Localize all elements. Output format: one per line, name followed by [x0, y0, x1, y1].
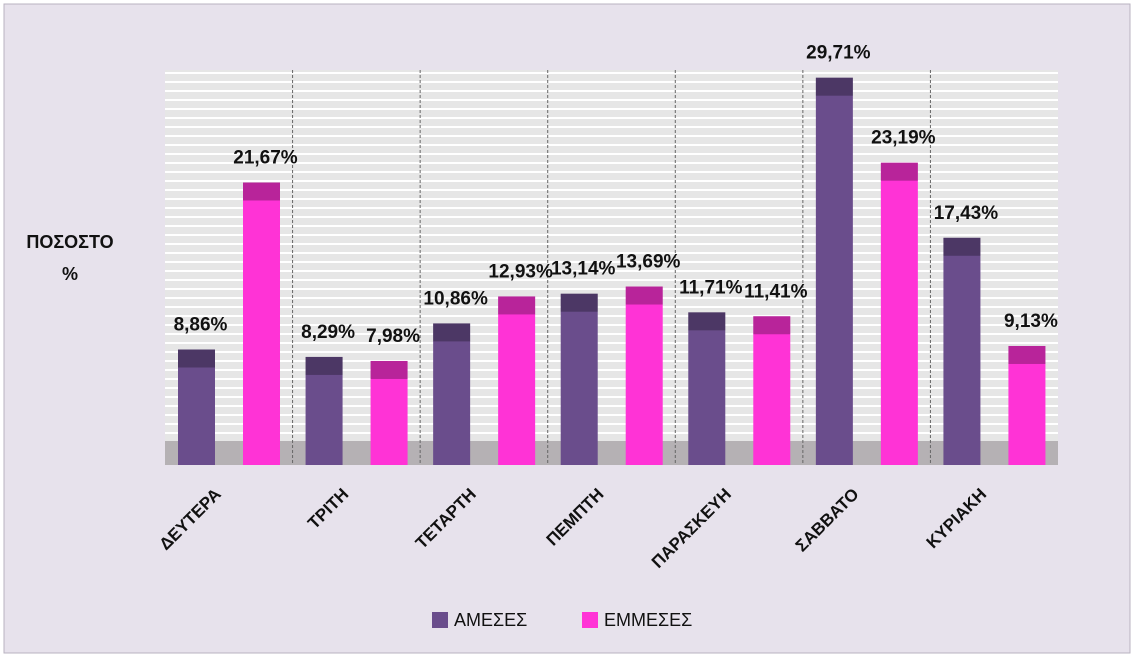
bar	[753, 316, 791, 465]
value-label: 8,86%	[174, 315, 228, 336]
bar	[688, 312, 726, 465]
value-label: 29,71%	[806, 43, 871, 64]
value-label: 12,93%	[488, 261, 553, 282]
value-label: 11,71%	[679, 277, 742, 298]
legend-label: ΑΜΕΣΕΣ	[454, 610, 527, 630]
bar	[815, 77, 853, 466]
legend-swatch	[582, 612, 598, 628]
value-label: 9,13%	[1004, 311, 1058, 332]
legend-swatch	[432, 612, 448, 628]
bar-cap	[880, 162, 918, 181]
value-label: 13,14%	[551, 259, 616, 280]
bar	[498, 296, 536, 465]
value-label: 8,29%	[301, 322, 355, 343]
bar-cap	[753, 316, 791, 335]
value-label: 10,86%	[423, 288, 488, 309]
bar-cap	[943, 237, 981, 256]
value-label: 7,98%	[366, 326, 420, 347]
legend-label: ΕΜΜΕΣΕΣ	[604, 610, 692, 630]
bar	[243, 182, 280, 465]
bar	[305, 356, 343, 465]
value-label: 21,67%	[233, 148, 298, 169]
bar-cap	[498, 296, 536, 315]
bar	[560, 293, 598, 465]
value-label: 13,69%	[616, 252, 681, 273]
bar-cap	[305, 356, 343, 375]
bar-cap	[625, 286, 663, 305]
bar	[178, 349, 215, 465]
bar-cap	[560, 293, 598, 312]
bar	[1008, 345, 1046, 465]
bar-cap	[433, 323, 471, 342]
bar	[433, 323, 471, 465]
y-axis-label: %	[62, 264, 78, 284]
bar-cap	[370, 360, 408, 379]
bar	[943, 237, 981, 465]
value-label: 23,19%	[871, 128, 936, 149]
value-label: 17,43%	[934, 203, 999, 224]
bar-cap	[688, 312, 726, 331]
bar	[625, 286, 663, 465]
bar-cap	[243, 182, 280, 201]
bar-cap	[815, 77, 853, 96]
bar	[880, 162, 918, 466]
value-label: 11,41%	[744, 281, 807, 302]
floor	[165, 441, 1058, 465]
bar-cap	[1008, 345, 1046, 364]
bar-cap	[178, 349, 215, 368]
y-axis-label: ΠΟΣΟΣΤΟ	[26, 232, 113, 252]
bar	[370, 360, 408, 465]
